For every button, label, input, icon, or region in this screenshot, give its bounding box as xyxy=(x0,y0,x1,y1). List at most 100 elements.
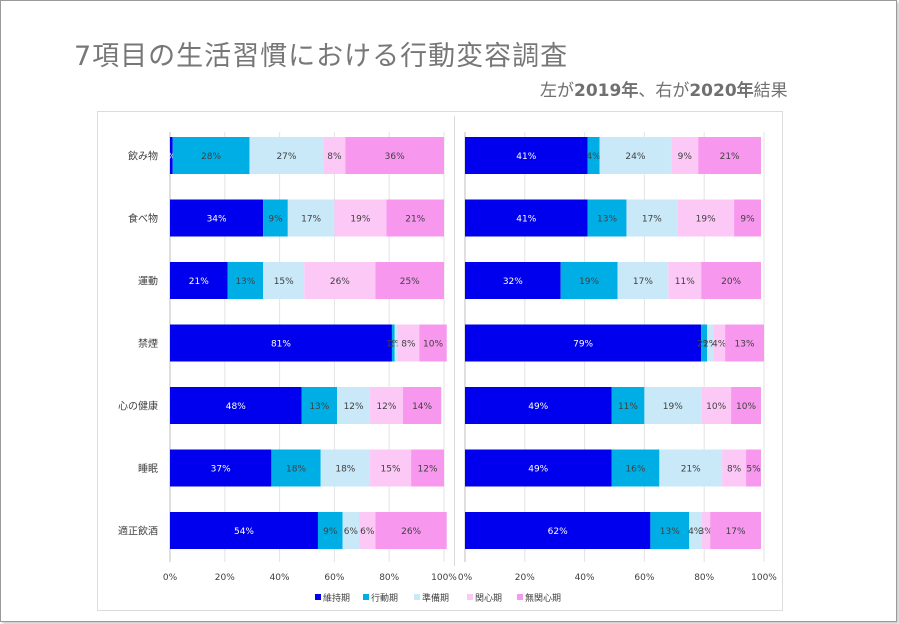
data-label: % xyxy=(167,152,176,162)
bar-segment-2 xyxy=(317,512,343,549)
category-label: 適正飲酒 xyxy=(118,525,158,538)
legend-label: 無関心期 xyxy=(525,592,561,604)
data-label: 11% xyxy=(618,402,638,412)
data-label: 12% xyxy=(418,465,438,475)
data-label: 10% xyxy=(736,402,756,412)
data-label: 13% xyxy=(735,340,755,350)
legend-swatch xyxy=(363,594,369,600)
bar-segment-5 xyxy=(731,387,762,424)
data-label: 9% xyxy=(678,152,693,162)
x-tick-label: 20% xyxy=(515,573,535,583)
legend-swatch xyxy=(467,594,473,600)
legend-swatch xyxy=(414,594,420,600)
bar-segment-1 xyxy=(170,324,392,362)
bar-segment-5 xyxy=(725,324,764,362)
data-label: 25% xyxy=(400,277,420,287)
data-label: 9% xyxy=(268,215,283,225)
data-label: 41% xyxy=(516,152,536,162)
legend-label: 準備期 xyxy=(422,592,449,604)
bar-segment-5 xyxy=(345,137,444,174)
x-tick-label: 80% xyxy=(379,573,399,583)
subtitle-year-2020: 2020年 xyxy=(689,81,754,101)
bar-segment-4 xyxy=(370,449,412,487)
data-label: 18% xyxy=(286,465,306,475)
data-label: 6% xyxy=(344,527,359,537)
legend-label: 行動期 xyxy=(371,592,398,604)
bar-segment-1 xyxy=(170,262,228,299)
x-tick-label: 100% xyxy=(751,573,777,583)
data-label: 20% xyxy=(721,277,741,287)
data-label: 49% xyxy=(528,402,548,412)
data-label: 19% xyxy=(579,277,599,287)
bar-segment-5 xyxy=(386,199,444,237)
data-label: 32% xyxy=(503,277,523,287)
bar-segment-1 xyxy=(170,137,173,174)
data-label: 4% xyxy=(712,340,727,350)
bar-segment-3 xyxy=(689,512,702,549)
data-label: 2% xyxy=(697,340,712,350)
bar-segment-3 xyxy=(617,262,669,299)
bar-segment-1 xyxy=(465,324,702,362)
bar-segment-2 xyxy=(611,449,660,487)
legend-swatch xyxy=(315,594,321,600)
data-label: 17% xyxy=(633,277,653,287)
data-label: 8% xyxy=(327,152,342,162)
bar-segment-4 xyxy=(397,324,420,362)
data-label: 19% xyxy=(350,215,370,225)
bar-segment-5 xyxy=(698,137,762,174)
data-label: 5% xyxy=(746,465,761,475)
bar-segment-4 xyxy=(701,512,711,549)
bar-segment-2 xyxy=(227,262,264,299)
bar-segment-3 xyxy=(337,387,371,424)
data-label: 37% xyxy=(211,465,231,475)
category-label: 睡眠 xyxy=(138,462,158,475)
data-label: 81% xyxy=(271,340,291,350)
bar-segment-2 xyxy=(560,262,618,299)
bar-segment-3 xyxy=(659,449,723,487)
data-label: 26% xyxy=(401,527,421,537)
data-label: 13% xyxy=(235,277,255,287)
bar-segment-3 xyxy=(320,449,371,487)
data-label: 79% xyxy=(573,340,593,350)
bar-segment-4 xyxy=(722,449,747,487)
data-label: 17% xyxy=(726,527,746,537)
data-label: 34% xyxy=(207,215,227,225)
data-label: 16% xyxy=(625,465,645,475)
data-label: 62% xyxy=(548,527,568,537)
subtitle-suffix: 結果 xyxy=(753,81,788,101)
data-label: 13% xyxy=(309,402,329,412)
data-label: 12% xyxy=(376,402,396,412)
data-label: 21% xyxy=(405,215,425,225)
slide-title: 7項目の生活習慣における行動変容調査 xyxy=(74,41,569,72)
data-label: 36% xyxy=(385,152,405,162)
bar-segment-4 xyxy=(334,199,387,237)
bar-segment-4 xyxy=(677,199,735,237)
bar-segment-5 xyxy=(375,512,447,549)
bar-segment-4 xyxy=(713,324,726,362)
x-tick-label: 60% xyxy=(324,573,344,583)
x-tick-label: 80% xyxy=(694,573,714,583)
data-label: 4% xyxy=(688,527,703,537)
bar-segment-4 xyxy=(304,262,376,299)
data-label: 26% xyxy=(330,277,350,287)
data-label: 21% xyxy=(681,465,701,475)
bar-segment-5 xyxy=(402,387,442,424)
bar-segment-1 xyxy=(465,199,588,237)
bar-segment-2 xyxy=(263,199,288,237)
x-tick-label: 100% xyxy=(431,573,457,583)
bar-segment-1 xyxy=(465,387,612,424)
bar-segment-1 xyxy=(170,387,302,424)
data-label: 21% xyxy=(189,277,209,287)
data-label: 15% xyxy=(274,277,294,287)
data-label: 12% xyxy=(344,402,364,412)
bar-segment-2 xyxy=(172,137,250,174)
data-label: 9% xyxy=(740,215,755,225)
bar-segment-2 xyxy=(587,137,600,174)
category-label: 禁煙 xyxy=(138,338,158,350)
bar-segment-3 xyxy=(644,387,702,424)
data-label: 21% xyxy=(720,152,740,162)
data-label: 41% xyxy=(516,215,536,225)
bar-segment-4 xyxy=(701,387,732,424)
x-tick-label: 60% xyxy=(634,573,654,583)
